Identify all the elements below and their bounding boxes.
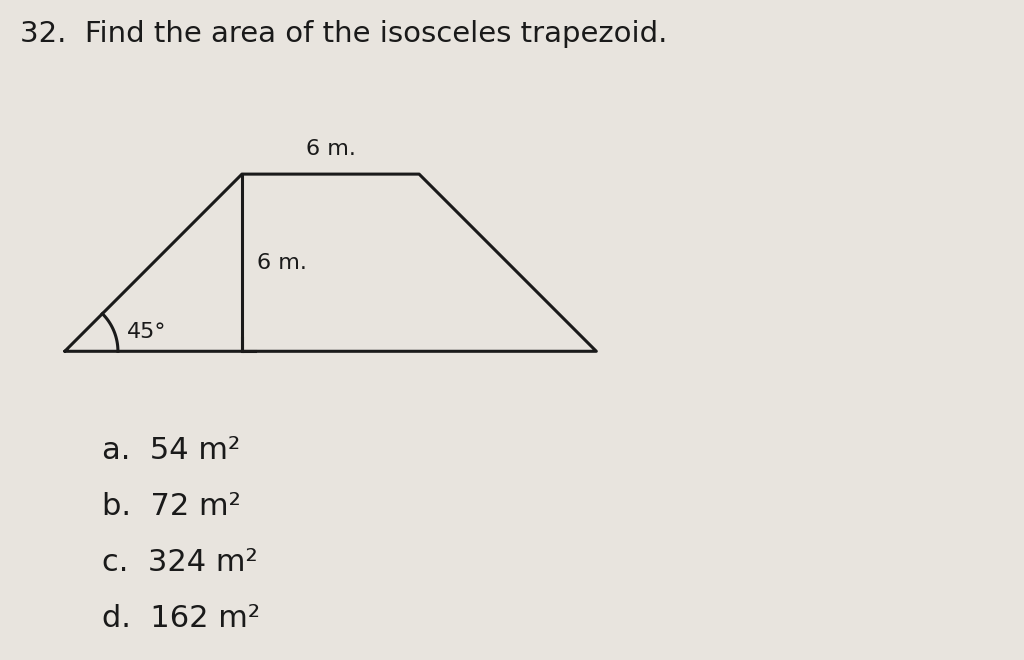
Text: 32.  Find the area of the isosceles trapezoid.: 32. Find the area of the isosceles trape… bbox=[20, 20, 668, 48]
Text: a.  54 m²: a. 54 m² bbox=[102, 436, 241, 465]
Text: 45°: 45° bbox=[127, 323, 166, 343]
Text: d.  162 m²: d. 162 m² bbox=[102, 604, 260, 633]
Text: b.  72 m²: b. 72 m² bbox=[102, 492, 241, 521]
Text: 6 m.: 6 m. bbox=[257, 253, 306, 273]
Text: c.  324 m²: c. 324 m² bbox=[102, 548, 258, 577]
Text: 6 m.: 6 m. bbox=[305, 139, 355, 159]
